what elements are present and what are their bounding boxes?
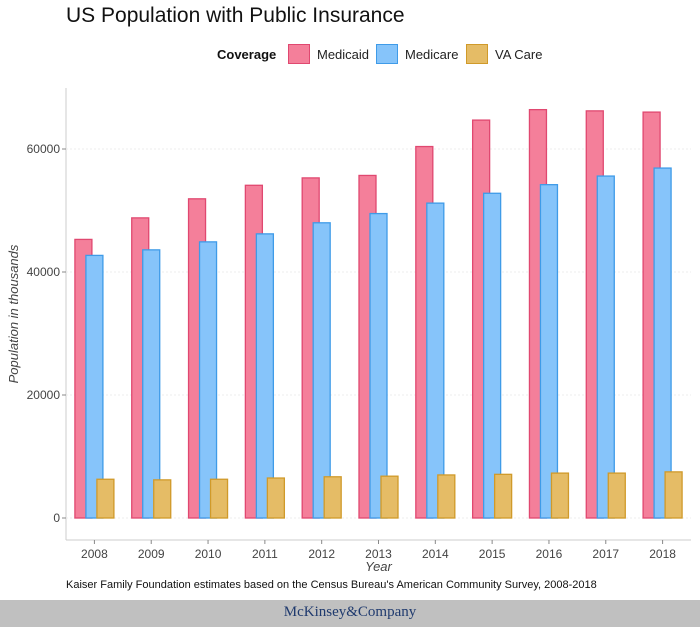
caption: Kaiser Family Foundation estimates based… — [66, 579, 597, 591]
footer-bar: McKinsey&Company — [0, 600, 700, 627]
chart-title: US Population with Public Insurance — [66, 4, 405, 27]
bar-medicare-2018 — [653, 167, 672, 519]
legend-key-va-care — [466, 44, 488, 64]
x-tick-label: 2016 — [536, 547, 563, 561]
bar-medicare-2011 — [255, 233, 275, 519]
x-tick-label: 2014 — [422, 547, 449, 561]
legend-key-medicaid — [288, 44, 310, 64]
bar-chart: 0 20000 40000 60000 2008 2009 2010 2011 2012 2013… — [6, 88, 691, 574]
x-tick-label: 2012 — [308, 547, 335, 561]
y-tick-label: 0 — [53, 511, 60, 525]
x-tick-label: 2013 — [365, 547, 392, 561]
legend-label-va-care: VA Care — [495, 47, 543, 62]
y-tick-label: 40000 — [27, 265, 61, 279]
x-tick-label: 2011 — [252, 547, 278, 561]
bar-va-care-2008 — [96, 478, 115, 519]
bar-medicare-2009 — [142, 249, 161, 519]
legend-label-medicare: Medicare — [405, 47, 459, 62]
bar-medicare-2008 — [85, 254, 104, 519]
legend-label-medicaid: Medicaid — [317, 47, 370, 62]
bar-va-care-2016 — [550, 472, 570, 519]
y-tick-label: 20000 — [27, 388, 61, 402]
bar-va-care-2014 — [437, 474, 456, 519]
bar-medicare-2012 — [312, 222, 331, 519]
x-tick-label: 2008 — [81, 547, 108, 561]
legend-key-medicare — [376, 44, 398, 64]
legend-title: Coverage — [217, 47, 277, 62]
bar-medicare-2017 — [596, 175, 615, 519]
bar-va-care-2012 — [323, 476, 342, 519]
bar-medicare-2015 — [482, 192, 502, 519]
y-axis-title: Population in thousands — [6, 244, 21, 383]
bar-va-care-2013 — [380, 475, 399, 519]
x-tick-label: 2009 — [138, 547, 165, 561]
bar-medicare-2013 — [369, 212, 388, 519]
y-tick-label: 60000 — [27, 142, 61, 156]
bar-va-care-2017 — [607, 472, 626, 519]
bar-va-care-2015 — [493, 473, 513, 519]
x-tick-label: 2018 — [649, 547, 676, 561]
bar-medicare-2014 — [426, 202, 445, 519]
bar-va-care-2018 — [664, 471, 683, 519]
brand-logo: McKinsey&Company — [283, 604, 417, 620]
bar-medicare-2010 — [198, 241, 218, 519]
bar-va-care-2010 — [209, 478, 229, 519]
bar-va-care-2011 — [266, 477, 286, 519]
bar-medicare-2016 — [539, 184, 559, 519]
bar-va-care-2009 — [153, 479, 172, 519]
x-tick-label: 2017 — [592, 547, 619, 561]
legend: Coverage Medicaid Medicare VA Care — [0, 44, 700, 66]
x-axis-title: Year — [365, 559, 392, 574]
x-tick-label: 2015 — [479, 547, 506, 561]
x-tick-label: 2010 — [195, 547, 222, 561]
